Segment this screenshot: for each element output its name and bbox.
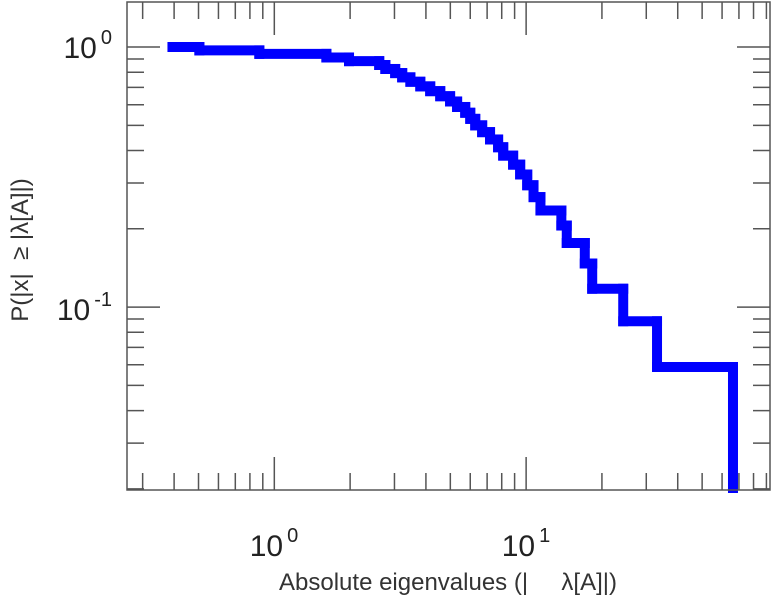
y-axis-title: P(|x| ≥ |λ[A]|)	[7, 178, 34, 321]
plot-frame	[126, 1, 771, 491]
x-axis-title: Absolute eigenvalues (| λ[A]|)	[279, 569, 617, 596]
y-tick-label-10^0: 10 0	[64, 27, 113, 65]
y-tick-label-10^-1: 10 -1	[57, 289, 112, 327]
ccdf-step-series	[167, 42, 738, 493]
x-tick-label-10^1: 10 1	[502, 525, 551, 563]
x-tick-label-10^0: 10 0	[250, 525, 299, 563]
axis-ticks	[127, 2, 770, 490]
